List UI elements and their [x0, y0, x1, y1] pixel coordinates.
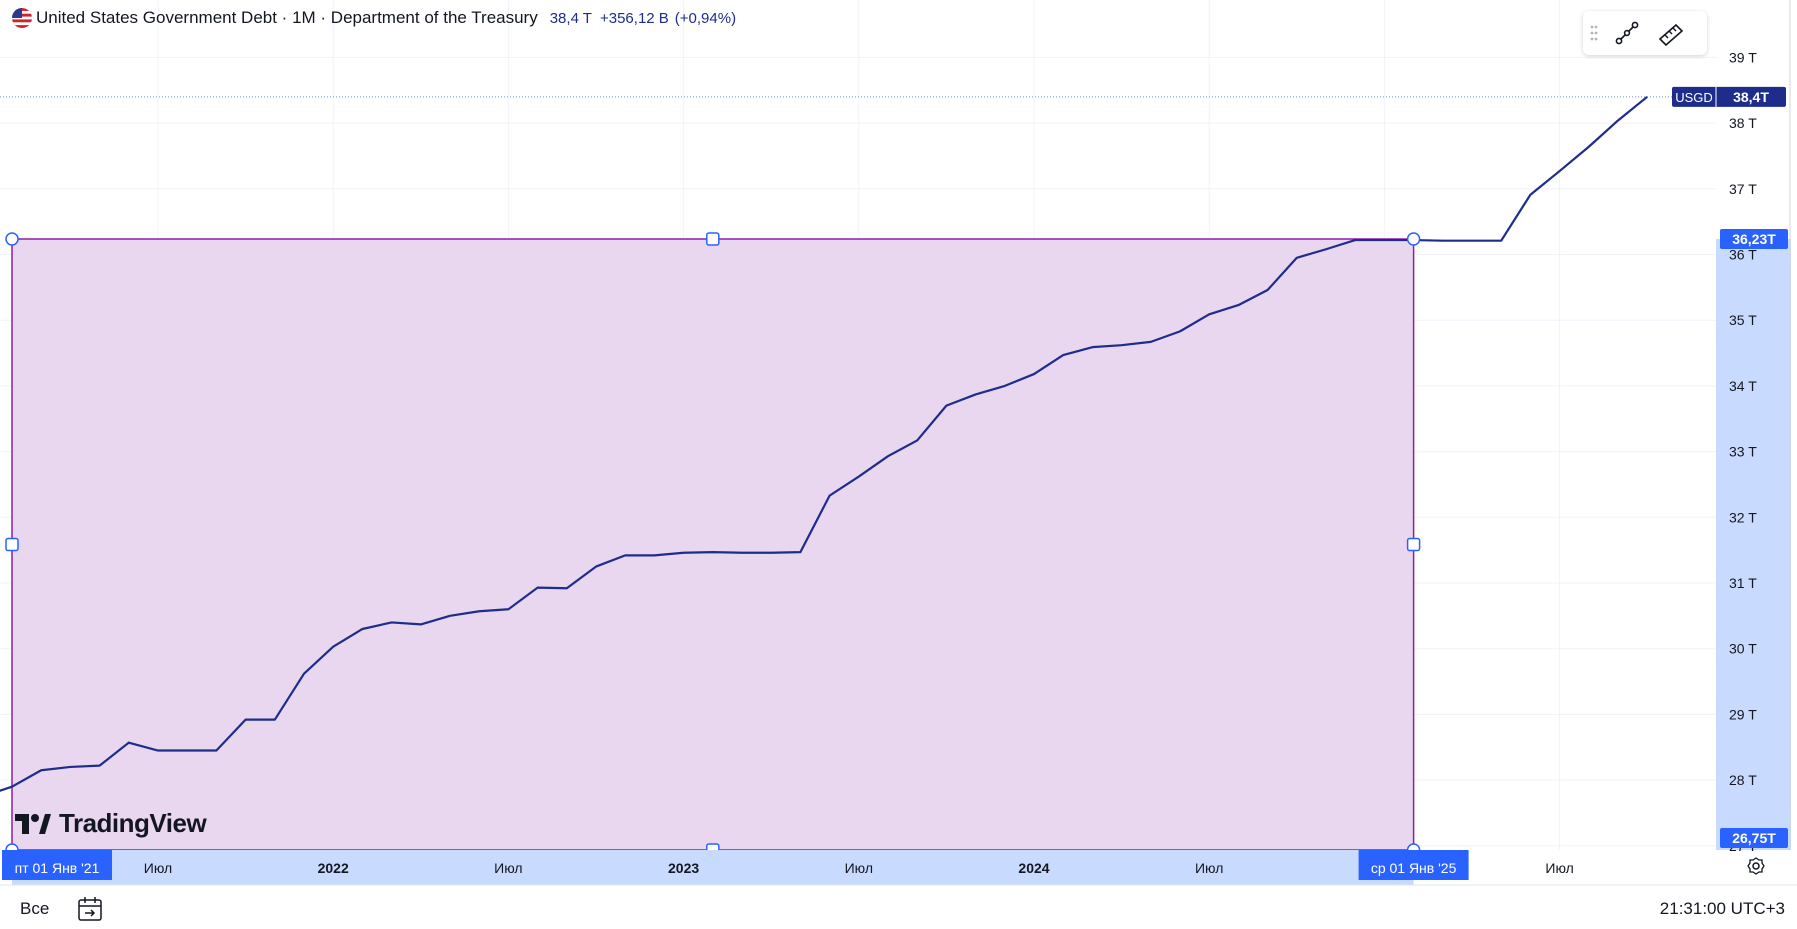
price-scale-label: 30 T [1729, 641, 1757, 657]
time-axis-label: 2024 [1018, 860, 1049, 876]
last-price: 38,4 T [549, 9, 592, 27]
range-high-badge: 36,23T [1720, 229, 1788, 249]
last-price-badge-bg [1672, 86, 1786, 107]
price-change-percent: (+0,94%) [674, 9, 737, 27]
range-start-date-badge: пт 01 Янв '21 [2, 850, 112, 880]
range-low-badge-bg [1720, 828, 1788, 848]
price-change: +356,12 B [599, 9, 669, 27]
trendline-tool-icon[interactable] [1605, 11, 1649, 55]
symbol-legend: United States Government Debt · 1M · Dep… [12, 6, 736, 30]
range-all-button[interactable]: Все [20, 899, 50, 918]
price-scale-range-highlight [1716, 239, 1791, 850]
timezone-clock[interactable]: 21:31:00 UTC+3 [1659, 899, 1785, 918]
range-low-badge-text: 26,75T [1732, 830, 1776, 846]
range-resize-handle [706, 232, 720, 246]
last-price-symbol: USGD [1675, 90, 1713, 105]
time-axis-label: Июл [845, 860, 873, 876]
time-axis-range-highlight [12, 850, 1414, 885]
range-resize-handle [5, 232, 19, 246]
time-axis-label: 2023 [668, 860, 699, 876]
range-high-badge-text: 36,23T [1732, 231, 1776, 247]
time-axis-label: Июл [1545, 860, 1573, 876]
time-axis-label: 2022 [318, 860, 349, 876]
tradingview-logo[interactable]: TradingView [15, 808, 207, 839]
settings-gear-icon[interactable] [1746, 856, 1766, 876]
price-scale-label: 35 T [1729, 312, 1757, 328]
drawing-floating-toolbar [1583, 11, 1707, 55]
range-start-date-badge-text: пт 01 Янв '21 [15, 860, 100, 876]
price-scale-label: 38 T [1729, 115, 1757, 131]
range-end-date-badge-bg [1358, 850, 1469, 880]
price-scale-label: 39 T [1729, 49, 1757, 65]
price-scale-label: 29 T [1729, 706, 1757, 722]
us-flag-icon [12, 8, 32, 28]
range-resize-handle [1406, 537, 1421, 552]
range-end-date-badge: ср 01 Янв '25 [1358, 850, 1469, 880]
price-scale-label: 34 T [1729, 378, 1757, 394]
price-scale-label: 28 T [1729, 772, 1757, 788]
go-to-date-icon[interactable] [76, 896, 104, 922]
drag-handle-icon[interactable] [1583, 11, 1605, 55]
range-start-date-badge-bg [2, 850, 112, 880]
price-scale-label: 33 T [1729, 444, 1757, 460]
tradingview-logo-icon [15, 813, 51, 834]
range-low-badge: 26,75T [1720, 828, 1788, 848]
time-axis-label: Июл [1195, 860, 1223, 876]
range-end-date-badge-text: ср 01 Янв '25 [1371, 860, 1457, 876]
range-resize-handle [1406, 232, 1421, 246]
price-scale-label: 36 T [1729, 247, 1757, 263]
ruler-tool-icon[interactable] [1649, 11, 1693, 55]
price-scale-label: 32 T [1729, 509, 1757, 525]
series-line [0, 95, 1648, 792]
price-scale-label: 31 T [1729, 575, 1757, 591]
last-price-value: 38,4T [1733, 89, 1769, 105]
bottom-toolbar: Все 21:31:00 UTC+3 [0, 889, 1797, 929]
tradingview-logo-text: TradingView [59, 808, 207, 838]
last-price-badge: USGD 38,4T [1672, 86, 1786, 107]
date-range-measure-box [11, 238, 1415, 851]
time-axis-label: Июл [494, 860, 522, 876]
range-resize-handle [5, 537, 19, 552]
price-scale-label: 37 T [1729, 181, 1757, 197]
range-high-badge-bg [1720, 229, 1788, 249]
time-axis-label: Июл [144, 860, 172, 876]
symbol-title[interactable]: United States Government Debt · 1M · Dep… [36, 8, 538, 27]
